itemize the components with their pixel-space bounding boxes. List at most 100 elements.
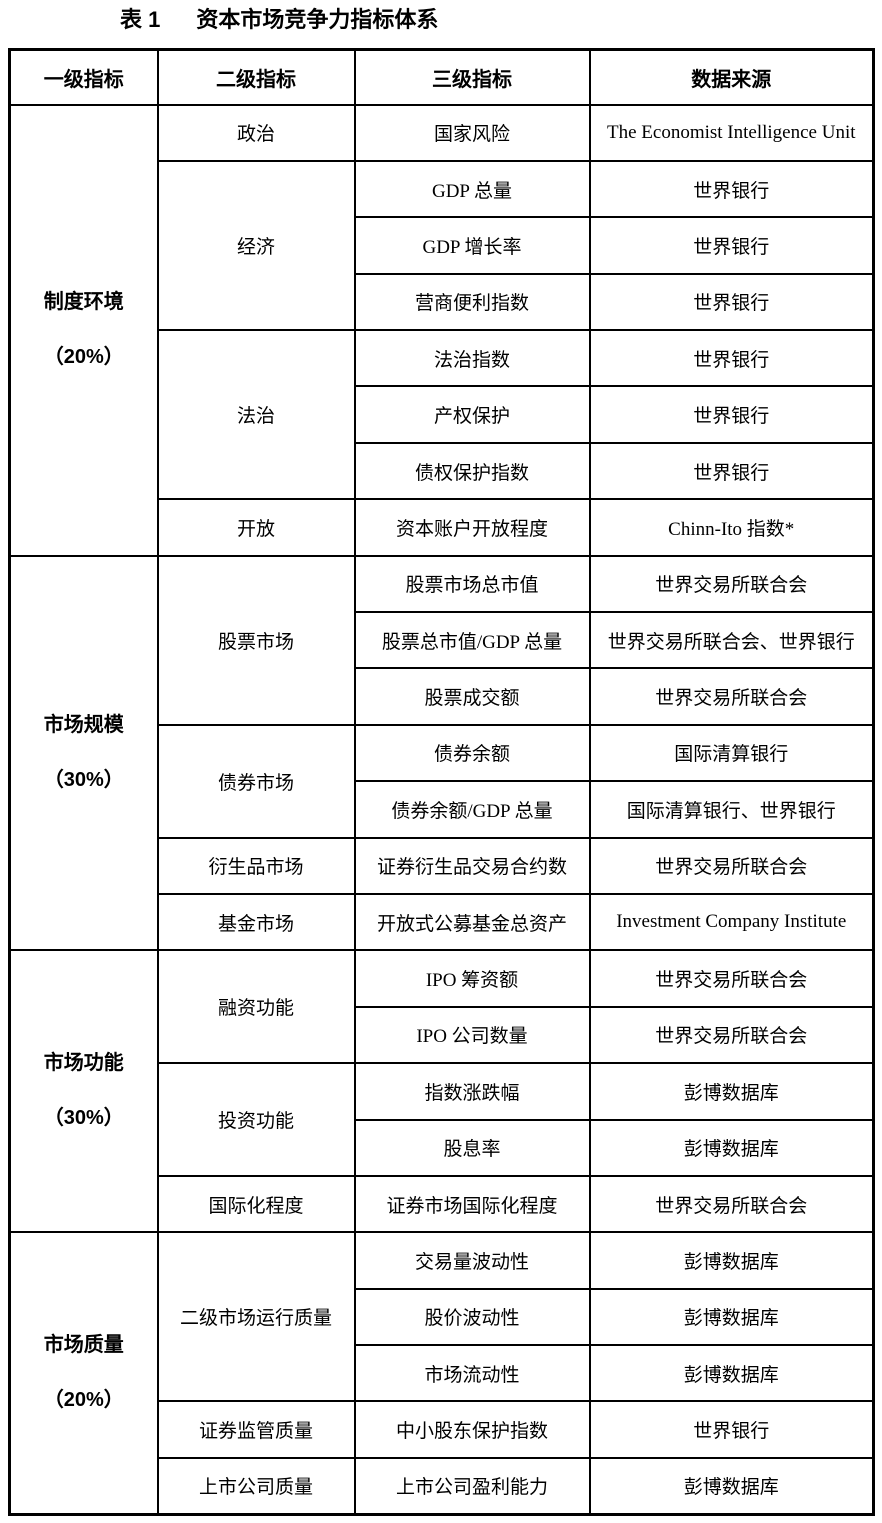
level3-indicator-cell: 债权保护指数 [353,441,591,501]
level3-indicator-cell: IPO 筹资额 [353,949,591,1008]
header-level3-indicator: 三级指标 [353,48,591,106]
data-source-cell: 彭博数据库 [588,1344,875,1403]
table-row: 开放 资本账户开放程度 Chinn-Ito 指数* [10,498,875,557]
level3-indicator-cell: GDP 总量 [353,159,591,219]
level2-indicator-cell: 上市公司质量 [156,1456,356,1516]
table-row: 经济 GDP 总量 世界银行 [10,159,875,332]
level3-indicator-cell: 债券余额 [353,723,591,783]
level2-indicator-cell: 法治 [156,329,356,501]
level1-indicator-weight: （20%） [43,1389,124,1412]
table-row: 营商便利指数 世界银行 [10,272,875,332]
level2-indicator-cell: 衍生品市场 [156,836,356,895]
data-source-cell: 世界银行 [588,272,875,332]
level3-indicator-cell: 法治指数 [353,329,591,388]
table-row: 股价波动性 彭博数据库 [10,1287,875,1347]
table-row: 债权保护指数 世界银行 [10,441,875,501]
level1-indicator-name: 市场功能 [43,1052,124,1075]
data-source-cell: 世界银行 [588,441,875,501]
level2-indicator-cell: 基金市场 [156,892,356,952]
table-row: 国际化程度 证券市场国际化程度 世界交易所联合会 [10,1174,875,1234]
level3-indicator-cell: 债券余额/GDP 总量 [353,780,591,839]
data-source-cell: 世界银行 [588,1400,875,1459]
data-source-cell: 世界交易所联合会 [588,1174,875,1234]
level3-indicator-cell: 中小股东保护指数 [353,1400,591,1459]
table-row: 制度环境 （20%） 政治 国家风险 The Economist Intelligenc… [8,103,875,557]
table-row: 债券市场 债券余额 国际清算银行 [10,723,875,839]
table-row: 上市公司质量 上市公司盈利能力 彭博数据库 [10,1456,875,1516]
header-level2-indicator: 二级指标 [156,48,356,106]
level3-indicator-cell: 国家风险 [353,103,591,162]
level3-indicator-cell: 资本账户开放程度 [353,498,591,557]
data-source-cell: 世界银行 [588,216,875,275]
data-source-cell: Investment Company Institute [588,892,875,952]
table-row: 股息率 彭博数据库 [10,1118,875,1177]
level3-indicator-cell: 交易量波动性 [353,1231,591,1290]
table-title-text: 资本市场竞争力指标体系 [196,7,439,32]
table-row: 市场流动性 彭博数据库 [10,1344,875,1403]
level3-indicator-cell: 证券市场国际化程度 [353,1174,591,1234]
level2-indicator-cell: 债券市场 [156,723,356,839]
data-source-cell: 彭博数据库 [588,1456,875,1516]
level3-indicator-cell: 指数涨跌幅 [353,1062,591,1121]
data-source-cell: 世界交易所联合会 [588,667,875,726]
header-data-source: 数据来源 [588,48,875,106]
level2-indicator-cell: 二级市场运行质量 [156,1231,356,1403]
level2-indicator-cell: 政治 [156,103,356,162]
data-source-cell: 国际清算银行、世界银行 [588,780,875,839]
level2-indicator-cell: 股票市场 [156,554,356,726]
table-row: 法治 法治指数 世界银行 [10,329,875,501]
level3-indicator-cell: 产权保护 [353,385,591,444]
table-row: 基金市场 开放式公募基金总资产 Investment Company Institu… [10,892,875,952]
level3-indicator-cell: GDP 增长率 [353,216,591,275]
level1-indicator-cell: 市场功能 （30%） [8,949,159,1234]
data-source-cell: 彭博数据库 [588,1287,875,1347]
table-row: IPO 公司数量 世界交易所联合会 [10,1005,875,1065]
data-source-cell: The Economist Intelligence Unit [588,103,875,162]
indicator-table: 一级指标 二级指标 三级指标 数据来源 制度环境 （20%） 政治 国家风险 The E… [8,48,875,1516]
level2-indicator-cell: 开放 [156,498,356,557]
data-source-cell: 彭博数据库 [588,1062,875,1121]
data-source-cell: 世界银行 [588,385,875,444]
data-source-cell: 世界交易所联合会、世界银行 [588,611,875,670]
level1-indicator-cell: 市场质量 （20%） [8,1231,159,1516]
level3-indicator-cell: 证券衍生品交易合约数 [353,836,591,895]
data-source-cell: 世界交易所联合会 [588,949,875,1008]
level2-indicator-cell: 投资功能 [156,1062,356,1177]
data-source-cell: 彭博数据库 [588,1231,875,1290]
level2-indicator-cell: 融资功能 [156,949,356,1065]
table-body: 制度环境 （20%） 政治 国家风险 The Economist Intelligenc… [8,103,875,1516]
level3-indicator-cell: IPO 公司数量 [353,1005,591,1065]
level3-indicator-cell: 股票市场总市值 [353,554,591,614]
data-source-cell: 世界银行 [588,159,875,219]
level3-indicator-cell: 市场流动性 [353,1344,591,1403]
data-source-cell: Chinn-Ito 指数* [588,498,875,557]
table-header-row: 一级指标 二级指标 三级指标 数据来源 [8,48,875,106]
table-row: 债券余额/GDP 总量 国际清算银行、世界银行 [10,780,875,839]
data-source-cell: 世界交易所联合会 [588,554,875,614]
level2-indicator-cell: 国际化程度 [156,1174,356,1234]
level1-indicator-weight: （20%） [43,346,124,369]
level1-indicator-name: 制度环境 [43,291,124,314]
data-source-cell: 世界交易所联合会 [588,836,875,895]
level2-indicator-cell: 经济 [156,159,356,332]
table-row: 股票成交额 世界交易所联合会 [10,667,875,726]
table-row: GDP 增长率 世界银行 [10,216,875,275]
level1-indicator-weight: （30%） [43,1107,124,1130]
table-row: 市场质量 （20%） 二级市场运行质量 交易量波动性 彭博数据库 [8,1231,875,1516]
data-source-cell: 世界交易所联合会 [588,1005,875,1065]
table-row: 产权保护 世界银行 [10,385,875,444]
level1-indicator-name: 市场质量 [43,1334,124,1357]
table-title-label: 表 1 [120,7,161,32]
level1-indicator-weight: （30%） [43,768,124,791]
data-source-cell: 国际清算银行 [588,723,875,783]
table-row: 股票总市值/GDP 总量 世界交易所联合会、世界银行 [10,611,875,670]
level1-indicator-name: 市场规模 [43,713,124,736]
level3-indicator-cell: 营商便利指数 [353,272,591,332]
table-row: 证券监管质量 中小股东保护指数 世界银行 [10,1400,875,1459]
level1-indicator-cell: 市场规模 （30%） [8,554,159,952]
level3-indicator-cell: 股票成交额 [353,667,591,726]
table-title: 表 1 资本市场竞争力指标体系 [120,7,438,33]
table-row: 投资功能 指数涨跌幅 彭博数据库 [10,1062,875,1177]
table-row: 市场功能 （30%） 融资功能 IPO 筹资额 世界交易所联合会 [8,949,875,1234]
data-source-cell: 彭博数据库 [588,1118,875,1177]
